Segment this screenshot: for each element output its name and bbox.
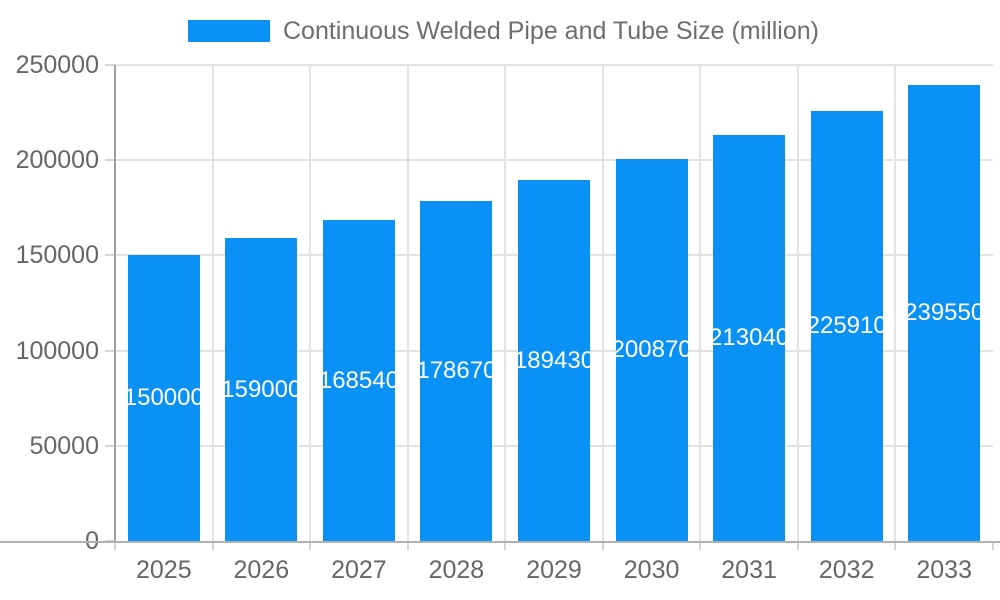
gridline-vertical	[212, 65, 214, 541]
bar-value-label: 168540	[322, 366, 395, 394]
x-tick-label: 2031	[721, 556, 777, 584]
y-axis-line	[114, 65, 116, 543]
bar-value-label: 200870	[615, 335, 688, 363]
x-tick-mark	[894, 541, 896, 550]
y-tick-mark	[105, 159, 115, 161]
bar-value-label: 189430	[518, 346, 590, 374]
y-tick-mark	[105, 445, 115, 447]
x-tick-mark	[797, 541, 799, 550]
gridline-vertical	[894, 65, 896, 541]
legend-label: Continuous Welded Pipe and Tube Size (mi…	[283, 17, 819, 45]
y-tick-mark	[105, 254, 115, 256]
bar[interactable]: 189430	[518, 180, 590, 541]
gridline-vertical	[797, 65, 799, 541]
x-tick-mark	[309, 541, 311, 550]
bar-value-label: 213040	[713, 324, 786, 352]
bar-value-label: 150000	[127, 384, 200, 412]
bar[interactable]: 200870	[615, 158, 688, 541]
bar[interactable]: 225910	[810, 110, 883, 541]
x-tick-mark	[504, 541, 506, 550]
gridline-horizontal	[115, 64, 993, 66]
bar-value-label: 225910	[810, 311, 883, 339]
bar[interactable]: 150000	[127, 255, 200, 541]
y-tick-label: 200000	[15, 146, 99, 174]
gridline-horizontal	[115, 159, 993, 161]
bar[interactable]: 168540	[322, 220, 395, 541]
bar[interactable]: 178670	[420, 200, 493, 541]
gridline-vertical	[602, 65, 604, 541]
bar-value-label: 178670	[420, 356, 493, 384]
y-tick-label: 150000	[15, 241, 99, 269]
gridline-vertical	[504, 65, 506, 541]
bar[interactable]: 159000	[225, 238, 298, 541]
legend-swatch	[188, 20, 270, 42]
x-tick-mark	[212, 541, 214, 550]
x-tick-label: 2028	[428, 556, 485, 584]
y-tick-label: 250000	[15, 51, 99, 79]
x-tick-label: 2033	[916, 556, 972, 584]
x-tick-mark	[407, 541, 409, 550]
x-tick-mark	[992, 541, 994, 550]
x-tick-label: 2025	[135, 556, 192, 584]
bar[interactable]: 213040	[713, 135, 786, 541]
y-tick-label: 50000	[29, 432, 99, 460]
x-tick-mark	[114, 541, 116, 550]
bar-value-label: 159000	[225, 375, 298, 403]
bar-value-label: 239550	[908, 298, 981, 326]
x-tick-label: 2027	[331, 556, 387, 584]
x-tick-label: 2032	[818, 556, 875, 584]
x-tick-label: 2030	[623, 556, 680, 584]
x-tick-label: 2029	[526, 556, 582, 584]
y-tick-mark	[105, 64, 115, 66]
x-tick-mark	[699, 541, 701, 550]
y-tick-label: 100000	[15, 337, 99, 365]
gridline-vertical	[699, 65, 701, 541]
legend[interactable]: Continuous Welded Pipe and Tube Size (mi…	[188, 17, 819, 45]
x-tick-mark	[602, 541, 604, 550]
y-tick-mark	[105, 350, 115, 352]
x-axis-line	[0, 541, 1000, 543]
x-tick-label: 2026	[233, 556, 290, 584]
gridline-vertical	[309, 65, 311, 541]
gridline-vertical	[407, 65, 409, 541]
bar[interactable]: 239550	[908, 84, 981, 541]
